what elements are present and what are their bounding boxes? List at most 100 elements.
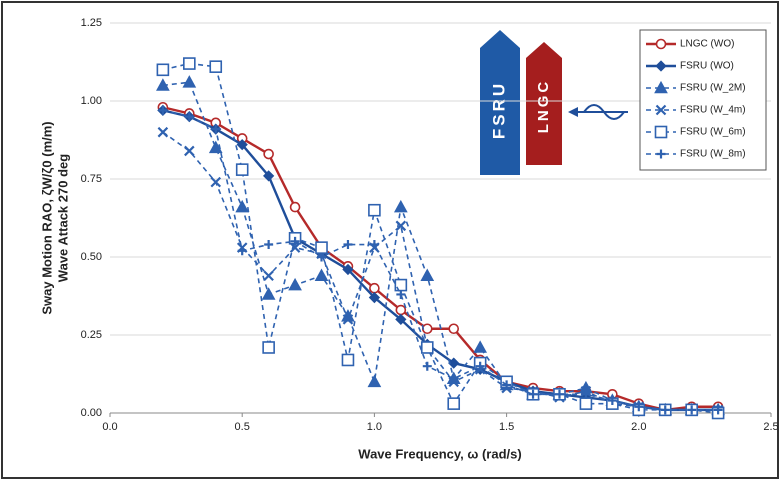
marker — [314, 268, 329, 282]
marker — [263, 148, 274, 160]
marker — [289, 201, 301, 213]
marker — [263, 270, 274, 281]
marker — [713, 405, 723, 415]
marker — [395, 304, 407, 316]
marker — [654, 80, 668, 94]
series-line — [162, 81, 719, 411]
marker — [448, 357, 460, 369]
y-tick-label: 0.50 — [81, 251, 102, 263]
marker — [235, 199, 250, 213]
marker — [395, 313, 407, 326]
marker — [394, 278, 408, 292]
marker — [156, 78, 170, 91]
marker — [420, 268, 435, 282]
series-line — [162, 62, 719, 414]
y-axis-title: Sway Motion RAO, ζW/ζ0 (m/m) — [39, 121, 54, 314]
marker — [208, 140, 223, 154]
marker — [502, 380, 512, 390]
marker — [264, 240, 274, 250]
legend-label: FSRU (W_6m) — [680, 127, 746, 138]
marker — [182, 75, 197, 88]
wave-icon — [583, 104, 625, 120]
marker — [343, 240, 353, 250]
x-tick-label: 2.0 — [631, 421, 646, 433]
marker — [655, 104, 667, 116]
marker — [341, 353, 355, 367]
marker — [656, 149, 666, 159]
marker — [183, 57, 196, 70]
fsru-label: FSRU — [489, 81, 508, 139]
y-tick-label: 0.00 — [81, 407, 102, 419]
marker — [210, 176, 222, 188]
marker — [235, 163, 249, 176]
marker — [655, 38, 667, 50]
marker — [290, 236, 300, 246]
y-tick-label: 1.00 — [81, 95, 102, 107]
marker — [369, 240, 379, 250]
marker — [447, 397, 461, 410]
marker — [288, 277, 302, 291]
y-tick-label: 1.25 — [81, 17, 102, 29]
x-tick-label: 0.0 — [102, 421, 117, 433]
marker — [237, 246, 247, 256]
marker — [473, 340, 488, 353]
marker — [421, 323, 433, 335]
marker — [420, 341, 434, 354]
marker — [156, 63, 170, 77]
series — [158, 105, 723, 415]
marker — [209, 60, 223, 73]
marker — [393, 199, 408, 213]
marker — [158, 105, 168, 115]
marker — [368, 291, 381, 304]
x-tick-label: 2.5 — [763, 421, 778, 433]
marker — [581, 389, 591, 399]
marker — [395, 220, 407, 232]
series-line — [162, 109, 719, 411]
marker — [579, 397, 593, 410]
marker — [554, 389, 564, 399]
x-tick-label: 1.0 — [367, 421, 382, 433]
legend-label: LNGC (WO) — [680, 39, 734, 50]
marker — [236, 139, 248, 151]
marker — [528, 389, 538, 399]
marker — [367, 374, 382, 388]
marker — [475, 361, 485, 371]
marker — [422, 361, 432, 371]
series — [156, 57, 725, 420]
marker — [634, 402, 644, 412]
marker — [211, 124, 221, 134]
lngc-icon — [526, 42, 562, 165]
marker — [607, 396, 617, 406]
marker — [660, 405, 670, 415]
marker — [184, 145, 195, 157]
legend-label: FSRU (W_2M) — [680, 83, 746, 94]
marker — [655, 60, 667, 72]
marker — [262, 341, 275, 354]
ship-icons: FSRU LNGC — [480, 30, 628, 175]
marker — [396, 289, 406, 299]
marker — [289, 242, 301, 253]
x-tick-label: 0.5 — [235, 421, 250, 433]
marker — [261, 287, 276, 300]
y-tick-label: 0.25 — [81, 329, 102, 341]
marker — [448, 323, 460, 335]
wave-arrowhead — [568, 107, 578, 117]
marker — [342, 263, 354, 276]
legend-label: FSRU (WO) — [680, 61, 734, 72]
marker — [317, 252, 327, 262]
fsru-icon — [480, 30, 520, 175]
marker — [654, 125, 668, 139]
lngc-label: LNGC — [535, 79, 552, 134]
marker — [157, 126, 169, 138]
x-axis-title: Wave Frequency, ω (rad/s) — [358, 446, 521, 461]
y-tick-label: 0.75 — [81, 173, 102, 185]
marker — [368, 203, 381, 217]
marker — [369, 282, 380, 294]
legend-box — [639, 29, 767, 171]
marker — [449, 374, 459, 384]
marker — [263, 170, 275, 182]
y-axis-subtitle: Wave Attack 270 deg — [55, 154, 70, 282]
marker — [184, 112, 194, 122]
legend-label: FSRU (W_4m) — [680, 105, 746, 116]
